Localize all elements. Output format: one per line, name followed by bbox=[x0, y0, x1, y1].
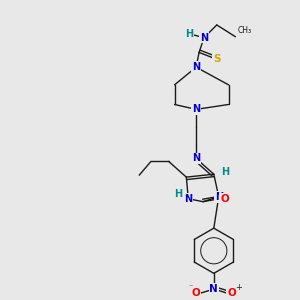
Text: N: N bbox=[192, 154, 200, 164]
Text: H: H bbox=[174, 189, 182, 199]
Text: H: H bbox=[221, 167, 230, 177]
Text: N: N bbox=[192, 104, 200, 114]
Text: CH₃: CH₃ bbox=[237, 26, 251, 35]
Text: +: + bbox=[235, 283, 242, 292]
Text: H: H bbox=[185, 29, 193, 39]
Text: N: N bbox=[184, 194, 192, 204]
Text: N: N bbox=[209, 284, 218, 294]
Text: N: N bbox=[192, 62, 200, 72]
Text: ⁻: ⁻ bbox=[188, 283, 192, 292]
Text: O: O bbox=[220, 194, 229, 204]
Text: O: O bbox=[227, 288, 236, 298]
Text: O: O bbox=[192, 288, 200, 298]
Text: S: S bbox=[213, 54, 220, 64]
Text: N: N bbox=[215, 192, 223, 202]
Text: N: N bbox=[200, 33, 208, 43]
